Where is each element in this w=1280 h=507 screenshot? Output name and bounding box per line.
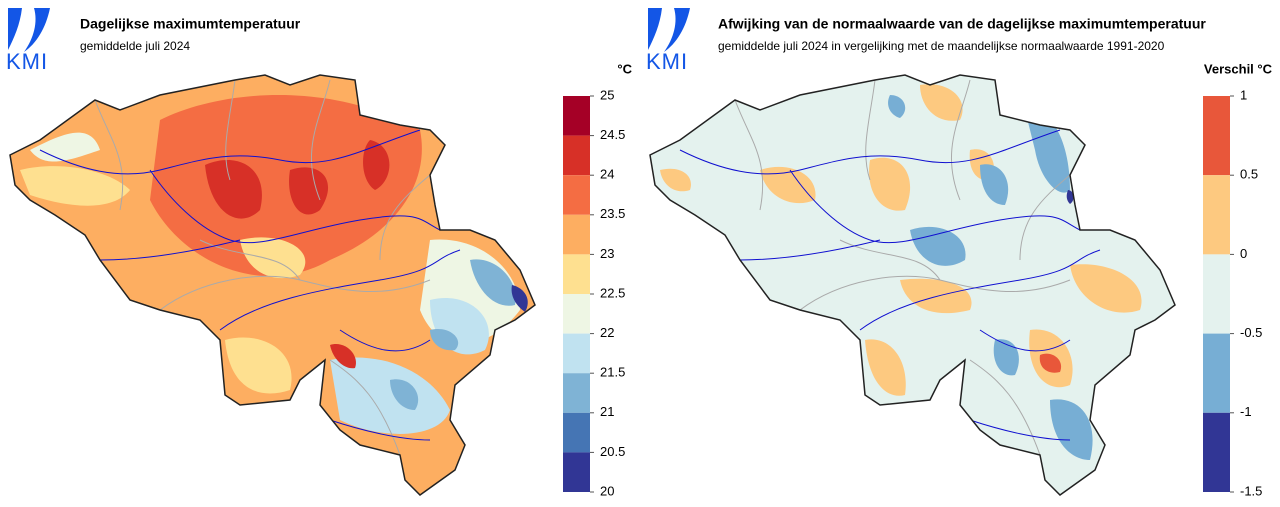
legend-unit: °C	[617, 61, 632, 76]
legend-bin	[1203, 412, 1230, 492]
logo-text: KMI	[6, 49, 48, 74]
legend-tick-label: 1	[1240, 87, 1247, 102]
map-region	[1066, 190, 1074, 204]
legend-tick-label: 22.5	[600, 285, 625, 300]
legend-tick-label: 20.5	[600, 444, 625, 459]
province-borders	[734, 79, 1071, 456]
legend-tick-label: 21.5	[600, 365, 625, 380]
legend-bin	[1203, 254, 1230, 334]
title: Dagelijkse maximumtemperatuur	[80, 16, 301, 32]
legend-bin	[1203, 333, 1230, 413]
legend-tick-label: 24	[600, 167, 614, 182]
map-region	[390, 259, 516, 410]
legend-bin	[563, 412, 590, 453]
legend-tick-label: 23	[600, 246, 614, 261]
legend-tick-label: 0.5	[1240, 167, 1258, 182]
rivers	[679, 129, 1101, 441]
logo: KMI	[6, 8, 50, 74]
map-region	[150, 95, 422, 277]
rivers	[39, 129, 461, 441]
legend-tick-label: 25	[600, 87, 614, 102]
logo-mark	[8, 8, 50, 52]
legend-tick-label: -1	[1240, 404, 1252, 419]
logo-mark	[648, 8, 690, 52]
legend-bin	[563, 333, 590, 374]
map-region	[205, 140, 390, 219]
subtitle: gemiddelde juli 2024	[80, 39, 190, 53]
legend-tick-label: 0	[1240, 246, 1247, 261]
legend-tick-label: 24.5	[600, 127, 625, 142]
legend-bin	[1203, 96, 1230, 176]
map-fill	[650, 75, 1175, 495]
legend-bin	[1203, 175, 1230, 255]
map-region	[511, 285, 528, 312]
legend-unit: Verschil °C	[1204, 61, 1273, 76]
legend-tick-label: -1.5	[1240, 483, 1262, 498]
panel: KMI Dagelijkse maximumtemperatuur gemiddel…	[6, 8, 633, 498]
province-borders	[94, 79, 431, 456]
legend-bin	[563, 175, 590, 215]
legend-tick-label: 22	[600, 325, 614, 340]
legend-bin	[563, 452, 590, 492]
legend-tick-label: 21	[600, 404, 614, 419]
legend-bin	[563, 254, 590, 294]
map	[649, 74, 1176, 496]
country-border	[9, 74, 536, 496]
legend-bin	[563, 135, 590, 176]
subtitle: gemiddelde juli 2024 in vergelijking met…	[718, 39, 1165, 53]
legend-tick-label: 23.5	[600, 206, 625, 221]
legend-bin	[563, 96, 590, 136]
legend-tick-label: 20	[600, 483, 614, 498]
map-region	[330, 344, 356, 369]
country-border	[649, 74, 1176, 496]
map-region	[1039, 353, 1062, 373]
map	[9, 74, 536, 496]
logo-text: KMI	[646, 49, 688, 74]
legend-bin	[563, 373, 590, 413]
legend-bin	[563, 294, 590, 334]
legend-tick-label: -0.5	[1240, 325, 1262, 340]
map-fill	[10, 75, 535, 495]
map-region	[888, 95, 1093, 460]
legend-bin	[563, 214, 590, 255]
logo: KMI	[646, 8, 690, 74]
panel: KMI Afwijking van de normaalwaarde van de…	[646, 8, 1273, 498]
map-region	[20, 166, 306, 394]
title: Afwijking van de normaalwaarde van de da…	[718, 16, 1206, 32]
